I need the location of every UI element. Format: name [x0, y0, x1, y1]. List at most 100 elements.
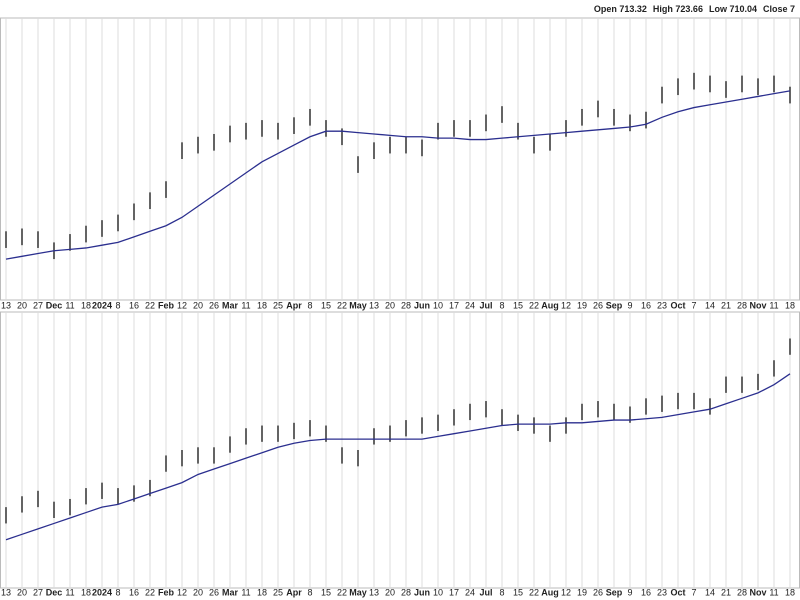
- x-tick-label: 21: [721, 300, 731, 310]
- x-tick-label: Jul: [479, 587, 492, 597]
- x-tick-label: Jun: [414, 587, 430, 597]
- x-tick-label: 19: [577, 300, 587, 310]
- x-tick-label: 26: [209, 300, 219, 310]
- x-tick-label: 13: [369, 587, 379, 597]
- x-tick-label: 13: [1, 300, 11, 310]
- x-tick-label: 11: [65, 587, 74, 597]
- x-tick-label: 20: [193, 587, 203, 597]
- legend-item: High 723.66: [653, 4, 703, 14]
- x-tick-label: 11: [241, 587, 250, 597]
- x-tick-label: 16: [641, 300, 651, 310]
- x-tick-label: 25: [273, 300, 283, 310]
- x-tick-label: 20: [17, 300, 27, 310]
- x-tick-label: 12: [177, 300, 187, 310]
- x-tick-label: 7: [691, 587, 696, 597]
- legend-item: Open 713.32: [594, 4, 647, 14]
- x-tick-label: 13: [369, 300, 379, 310]
- x-tick-label: 11: [241, 300, 250, 310]
- x-tick-label: 12: [561, 300, 571, 310]
- x-tick-label: 14: [705, 300, 715, 310]
- x-tick-label: 8: [115, 300, 120, 310]
- x-tick-label: 22: [145, 300, 155, 310]
- x-tick-label: 12: [561, 587, 571, 597]
- x-tick-label: 18: [81, 587, 91, 597]
- x-tick-label: 26: [209, 587, 219, 597]
- x-tick-label: 22: [145, 587, 155, 597]
- x-tick-label: 17: [449, 587, 459, 597]
- x-tick-label: 18: [785, 587, 795, 597]
- x-tick-label: 11: [769, 587, 778, 597]
- x-tick-label: 12: [177, 587, 187, 597]
- x-tick-label: 20: [385, 300, 395, 310]
- x-tick-label: 24: [465, 300, 475, 310]
- x-tick-label: 14: [705, 587, 715, 597]
- x-tick-label: 22: [337, 300, 347, 310]
- x-tick-label: Apr: [286, 300, 302, 310]
- moving-average: [5, 373, 791, 541]
- x-tick-label: 26: [593, 587, 603, 597]
- x-tick-label: Sep: [606, 587, 623, 597]
- x-tick-label: 2024: [92, 587, 112, 597]
- x-tick-label: 8: [307, 300, 312, 310]
- x-tick-label: Oct: [670, 587, 685, 597]
- x-tick-label: 10: [433, 587, 443, 597]
- x-tick-label: 23: [657, 587, 667, 597]
- x-tick-label: Oct: [670, 300, 685, 310]
- x-tick-label: Aug: [541, 587, 559, 597]
- x-tick-label: 18: [257, 300, 267, 310]
- x-tick-label: 28: [401, 587, 411, 597]
- x-tick-label: Nov: [749, 587, 766, 597]
- x-tick-label: 20: [17, 587, 27, 597]
- x-tick-label: 18: [257, 587, 267, 597]
- x-tick-label: 11: [769, 300, 778, 310]
- x-tick-label: 8: [499, 587, 504, 597]
- x-tick-label: Dec: [46, 587, 63, 597]
- x-tick-label: 22: [529, 300, 539, 310]
- x-tick-label: 16: [129, 587, 139, 597]
- x-tick-label: 22: [337, 587, 347, 597]
- x-tick-label: 11: [65, 300, 74, 310]
- x-tick-label: Feb: [158, 300, 175, 310]
- x-tick-label: 16: [641, 587, 651, 597]
- x-tick-label: 16: [129, 300, 139, 310]
- x-tick-label: May: [349, 587, 367, 597]
- x-tick-label: 9: [627, 300, 632, 310]
- x-tick-label: 23: [657, 300, 667, 310]
- x-tick-label: 19: [577, 587, 587, 597]
- ohlc-legend: Open 713.32 High 723.66 Low 710.04 Close 7: [594, 4, 795, 14]
- x-tick-label: 13: [1, 587, 11, 597]
- x-tick-label: 15: [321, 300, 331, 310]
- x-tick-label: 18: [785, 300, 795, 310]
- x-tick-label: 27: [33, 587, 43, 597]
- x-tick-label: Sep: [606, 300, 623, 310]
- x-tick-label: 18: [81, 300, 91, 310]
- x-tick-label: 20: [385, 587, 395, 597]
- x-tick-label: 15: [513, 587, 523, 597]
- legend-item: Close 7: [763, 4, 795, 14]
- x-tick-label: Jul: [479, 300, 492, 310]
- x-tick-label: 20: [193, 300, 203, 310]
- x-tick-label: Aug: [541, 300, 559, 310]
- x-tick-label: 8: [499, 300, 504, 310]
- x-tick-label: Dec: [46, 300, 63, 310]
- x-tick-label: Jun: [414, 300, 430, 310]
- x-tick-label: Apr: [286, 587, 302, 597]
- moving-average: [5, 90, 791, 260]
- x-tick-label: Feb: [158, 587, 175, 597]
- x-tick-label: 15: [321, 587, 331, 597]
- x-tick-label: May: [349, 300, 367, 310]
- x-tick-label: 28: [737, 300, 747, 310]
- x-tick-label: 8: [115, 587, 120, 597]
- legend-item: Low 710.04: [709, 4, 757, 14]
- x-tick-label: 24: [465, 587, 475, 597]
- x-tick-label: 7: [691, 300, 696, 310]
- x-tick-label: 27: [33, 300, 43, 310]
- x-tick-label: 22: [529, 587, 539, 597]
- x-tick-label: 28: [401, 300, 411, 310]
- x-tick-label: 8: [307, 587, 312, 597]
- x-tick-label: 15: [513, 300, 523, 310]
- x-tick-label: 17: [449, 300, 459, 310]
- x-tick-label: 28: [737, 587, 747, 597]
- x-tick-label: 26: [593, 300, 603, 310]
